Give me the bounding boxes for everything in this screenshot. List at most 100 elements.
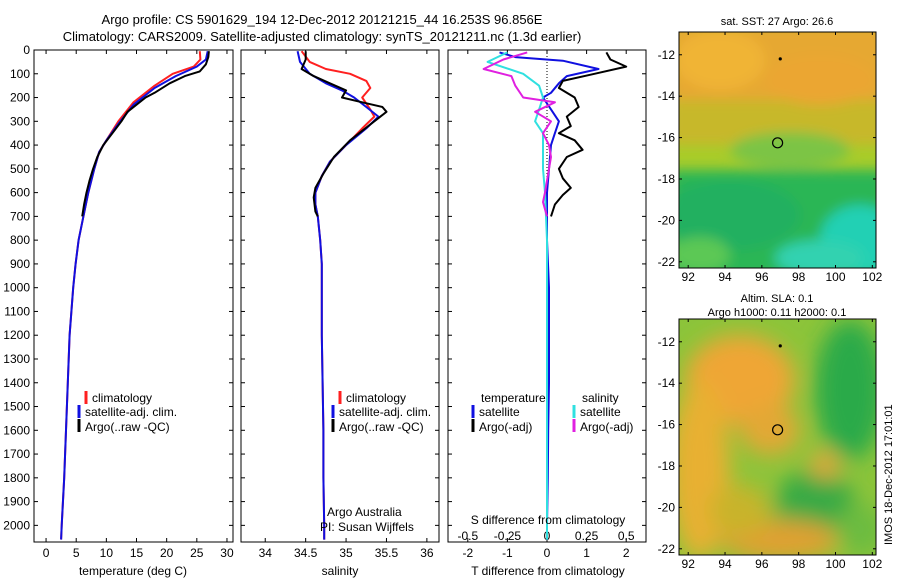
difference-panel: -2 -1 0 1 2 -0.5 -0.25 0 0.25 0.5 S difference f… xyxy=(447,49,647,578)
x-tick-label: -1 xyxy=(502,546,513,560)
x-tick-label: 0 xyxy=(43,546,50,560)
map-x-tick-label: 92 xyxy=(682,557,696,571)
map-x-tick-label: 96 xyxy=(755,270,769,284)
map-y-tick-label: -18 xyxy=(658,459,676,473)
map-x-tick-label: 94 xyxy=(718,557,732,571)
credit-line1: Argo Australia xyxy=(327,505,402,519)
depth-tick-label: 1200 xyxy=(3,328,30,342)
series-line-salinity-satellite xyxy=(486,51,548,540)
map-y-tick-label: -14 xyxy=(658,376,676,390)
difference-series xyxy=(482,51,628,540)
series-line-temperature-argo-adj xyxy=(550,51,628,217)
series-line-climatology xyxy=(60,51,202,540)
t-difference-x-axis: -2 -1 0 1 2 xyxy=(462,50,630,560)
salinity-series xyxy=(296,50,388,540)
map-x-tick-label: 96 xyxy=(755,557,769,571)
x-tick-label: 25 xyxy=(190,546,204,560)
sst-map-title: sat. SST: 27 Argo: 26.6 xyxy=(721,16,834,28)
x-tick-label: 34 xyxy=(259,546,273,560)
salinity-panel: 34 34.5 35 35.5 36 salinity climatology sate… xyxy=(240,49,440,578)
sla-map-title: Altim. SLA: 0.1 xyxy=(741,293,814,305)
map-x-tick-label: 94 xyxy=(718,270,732,284)
depth-tick-label: 1500 xyxy=(3,400,30,414)
map-y-tick-label: -12 xyxy=(658,48,676,62)
x-tick-label: 1 xyxy=(583,546,590,560)
legend-head-temperature: temperature xyxy=(481,391,546,405)
map-y-tick-label: -18 xyxy=(658,172,676,186)
series-line-satellite-adj-clim xyxy=(60,50,209,540)
legend-label-temp-satellite: satellite xyxy=(479,405,520,419)
depth-tick-label: 1400 xyxy=(3,376,30,390)
depth-tick-label: 1600 xyxy=(3,423,30,437)
map-y-tick-label: -20 xyxy=(658,213,676,227)
depth-tick-label: 2000 xyxy=(3,518,30,532)
sla-map-subtitle: Argo h1000: 0.11 h2000: 0.1 xyxy=(708,307,847,319)
sla-map-frame xyxy=(678,318,877,556)
x-tick-label: 35 xyxy=(339,546,353,560)
s-difference-label: S difference from climatology xyxy=(471,513,626,527)
credit-line2: PI: Susan Wijffels xyxy=(320,520,414,534)
depth-tick-label: 1700 xyxy=(3,447,30,461)
x-tick-label: 36 xyxy=(420,546,434,560)
legend-label-sal-argo: Argo(-adj) xyxy=(580,420,633,434)
salinity-axes-frame xyxy=(240,49,440,543)
map-y-tick-label: -22 xyxy=(658,255,676,269)
sst-map-frame xyxy=(678,31,877,269)
salinity-depth-ticks xyxy=(241,49,439,526)
x-tick-label: 10 xyxy=(100,546,114,560)
salinity-x-axis: 34 34.5 35 35.5 36 xyxy=(259,50,434,560)
legend-label-sal-satellite: satellite xyxy=(580,405,621,419)
legend-label-climatology: climatology xyxy=(346,391,406,405)
depth-tick-label: 900 xyxy=(10,257,30,271)
temperature-legend: climatology satellite-adj. clim. Argo(..… xyxy=(77,391,177,434)
map-y-tick-label: -22 xyxy=(658,542,676,556)
temperature-axes-frame xyxy=(33,49,234,543)
x-tick-label: 20 xyxy=(160,546,174,560)
sla-map-panel: Altim. SLA: 0.1 Argo h1000: 0.11 h2000: … xyxy=(658,293,883,571)
x-tick-label: 5 xyxy=(73,546,80,560)
figure-title-line2: Climatology: CARS2009. Satellite-adjuste… xyxy=(63,29,582,44)
depth-tick-label: 500 xyxy=(10,162,30,176)
series-line-salinity-argo-adj xyxy=(482,51,556,217)
depth-tick-label: 0 xyxy=(23,43,30,57)
argo-position-marker xyxy=(772,137,784,149)
difference-depth-ticks xyxy=(448,49,646,526)
s-tick-label: -0.5 xyxy=(457,529,478,543)
series-line-argo-raw-qc xyxy=(81,51,210,217)
sst-map-field xyxy=(679,32,876,268)
s-tick-label: -0.25 xyxy=(494,529,522,543)
depth-tick-label: 400 xyxy=(10,138,30,152)
depth-tick-label: 1100 xyxy=(4,304,30,318)
depth-tick-label: 100 xyxy=(10,67,30,81)
depth-tick-label: 1800 xyxy=(3,471,30,485)
sla-map-field xyxy=(679,319,876,555)
s-tick-label: 0.25 xyxy=(575,529,599,543)
depth-tick-label: 1000 xyxy=(3,281,30,295)
sst-map-markers xyxy=(772,57,784,149)
legend-label-satellite: satellite-adj. clim. xyxy=(85,405,177,419)
temperature-x-axis: 0 5 10 15 20 25 30 xyxy=(43,50,234,560)
depth-tick-label: 800 xyxy=(10,233,30,247)
previous-position-marker xyxy=(778,344,782,348)
legend-label-climatology: climatology xyxy=(92,391,152,405)
argo-position-marker xyxy=(772,424,784,436)
x-tick-label: 15 xyxy=(130,546,144,560)
depth-axis: 0 100 200 300 400 500 600 700 800 900 1000 1100 1200… xyxy=(3,43,233,532)
map-y-tick-label: -16 xyxy=(658,418,676,432)
temperature-panel: 0100200300400500600700800900100011001200… xyxy=(3,43,234,578)
sla-map-markers xyxy=(772,344,784,436)
map-y-tick-label: -20 xyxy=(658,500,676,514)
x-tick-label: 34.5 xyxy=(294,546,318,560)
legend-label-argo: Argo(..raw -QC) xyxy=(339,420,424,434)
legend-label-argo: Argo(..raw -QC) xyxy=(85,420,170,434)
x-tick-label: 0 xyxy=(544,546,551,560)
sst-map-axes: 92 94 96 98 100 102 -12 -14 -16 -18 -20 -22 xyxy=(658,32,883,284)
sla-map-axes: 92 94 96 98 100 102 -12 -14 -16 -18 -20 -22 xyxy=(658,319,883,571)
depth-tick-label: 200 xyxy=(10,91,30,105)
figure-title-line1: Argo profile: CS 5901629_194 12-Dec-2012… xyxy=(102,12,543,27)
series-line-climatology xyxy=(300,50,376,540)
map-x-tick-label: 100 xyxy=(825,557,845,571)
salinity-x-label: salinity xyxy=(322,564,359,578)
x-tick-label: -2 xyxy=(462,546,473,560)
